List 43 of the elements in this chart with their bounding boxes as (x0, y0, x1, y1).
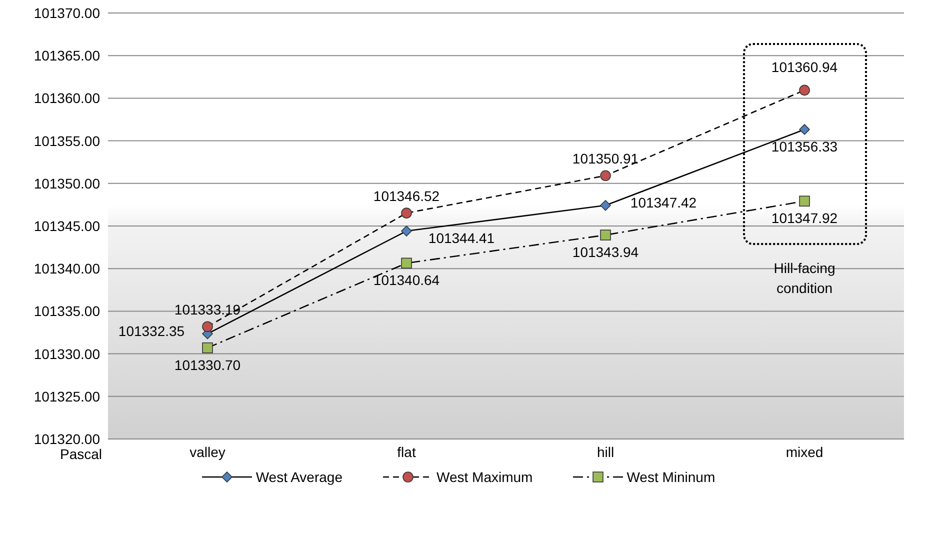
data-label: 101333.19 (174, 302, 241, 318)
y-tick-label: 101340.00 (34, 260, 100, 277)
point (401, 226, 412, 236)
y-tick-label: 101350.00 (34, 175, 100, 192)
legend-label: West Maximum (436, 469, 533, 485)
y-tick-label: 101330.00 (34, 346, 100, 362)
point (799, 84, 810, 96)
data-label: 101356.33 (771, 138, 838, 154)
data-label: 101346.52 (373, 188, 440, 204)
y-axis-title: Pascal (60, 446, 102, 462)
point (799, 124, 810, 135)
annotation: Hill-facing condition (772, 258, 836, 298)
point (600, 170, 611, 182)
y-tick-label: 101325.00 (34, 388, 100, 404)
x-tick-label: flat (397, 444, 416, 460)
point (401, 258, 412, 269)
data-label: 101347.42 (630, 194, 697, 210)
point (202, 342, 213, 354)
point (202, 321, 213, 332)
data-label: 101360.94 (771, 59, 838, 76)
x-tick-label: hill (596, 444, 614, 460)
x-tick-label: mixed (786, 444, 824, 460)
legend-label: West Mininum (626, 469, 716, 485)
y-tick-label: 101365.00 (34, 48, 100, 64)
point (401, 208, 412, 218)
y-tick-label: 101345.00 (34, 218, 100, 234)
data-label: 101330.70 (174, 356, 241, 373)
legend-label: West Average (256, 469, 342, 485)
point (799, 196, 810, 207)
point (600, 230, 611, 240)
y-tick-label: 101355.00 (34, 132, 100, 149)
y-tick-label: 101320.00 (34, 430, 100, 447)
data-label: 101350.91 (572, 150, 639, 167)
y-tick-label: 101360.00 (34, 90, 100, 106)
data-label: 101340.64 (373, 272, 440, 288)
data-label: 101347.92 (771, 210, 838, 226)
data-label: 101332.35 (118, 322, 185, 339)
data-label: 101344.41 (428, 230, 495, 246)
data-label: 101343.94 (572, 244, 639, 260)
y-tick-label: 101370.00 (34, 4, 100, 21)
x-tick-label: valley (190, 444, 226, 460)
y-tick-label: 101335.00 (34, 303, 100, 320)
point (600, 200, 611, 211)
